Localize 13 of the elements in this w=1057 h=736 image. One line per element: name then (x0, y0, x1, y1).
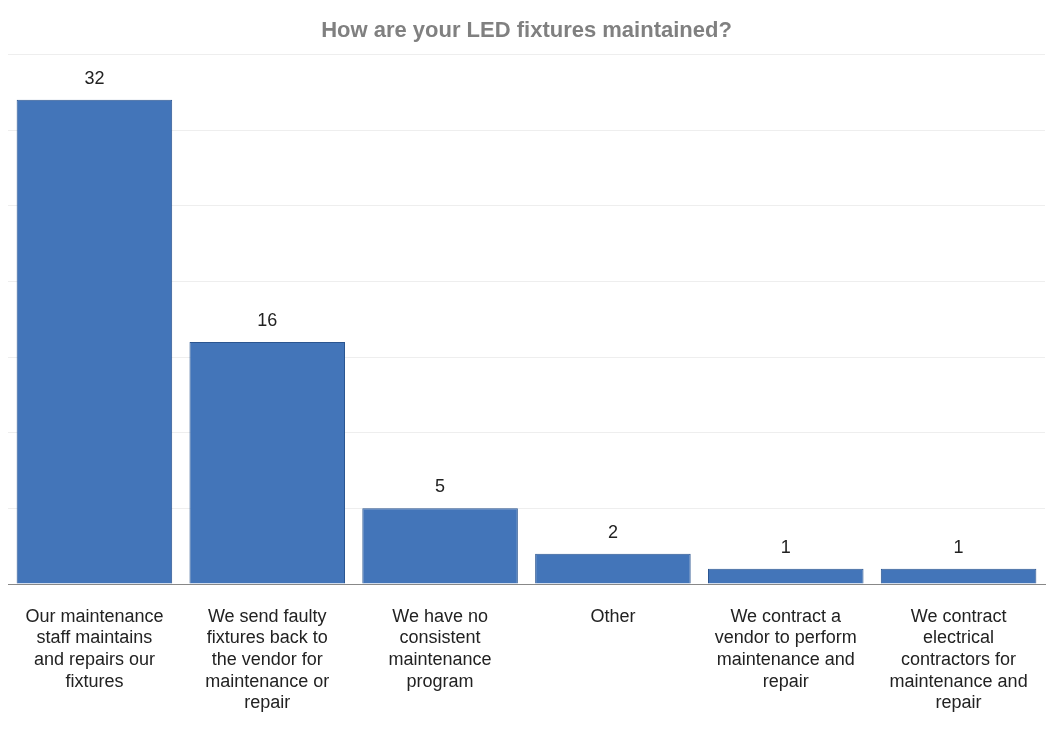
x-tick-label: We contract electrical contractors for maintenance and repair (889, 605, 1028, 713)
data-label: 5 (435, 476, 446, 497)
x-tick-label: We send faulty fixtures back to the vendor for maintenance or repair (205, 605, 330, 713)
data-label: 16 (257, 309, 278, 330)
x-tick-label: We have no consistent maintenance program (388, 605, 492, 691)
data-label: 1 (780, 536, 791, 557)
x-tick-label: Our maintenance staff maintains and repairs our fixtures (25, 605, 164, 691)
data-label: 32 (84, 67, 105, 88)
x-tick-label: Other (590, 605, 636, 626)
chart-title: How are your LED fixtures maintained? (321, 17, 732, 43)
data-label: 1 (953, 536, 964, 557)
x-tick-label: We contract a vendor to perform maintenance and repair (714, 605, 857, 691)
data-label: 2 (607, 521, 618, 542)
